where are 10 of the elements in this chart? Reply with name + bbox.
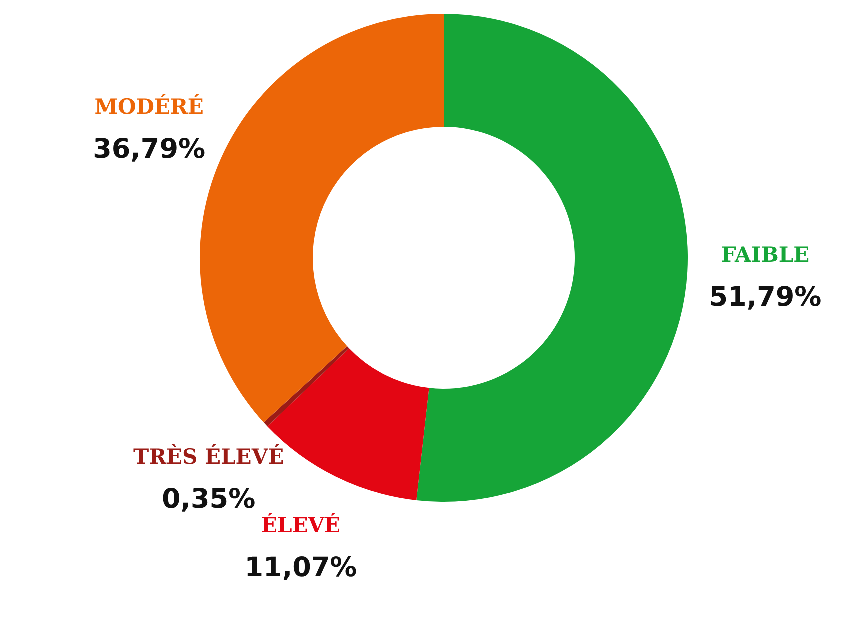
donut-slice — [264, 346, 350, 427]
slice-label: FAIBLE — [721, 242, 810, 268]
data-label: 11,07% — [244, 552, 358, 584]
data-label: 36,79% — [93, 134, 206, 166]
data-label: 0,35% — [162, 484, 256, 515]
donut-slice — [416, 14, 688, 502]
data-label: 51,79% — [709, 282, 822, 314]
slice-label: MODÉRÉ — [94, 94, 204, 120]
slice-label: ÉLEVÉ — [261, 512, 341, 538]
slice-label: TRÈS ÉLEVÉ — [133, 444, 284, 469]
